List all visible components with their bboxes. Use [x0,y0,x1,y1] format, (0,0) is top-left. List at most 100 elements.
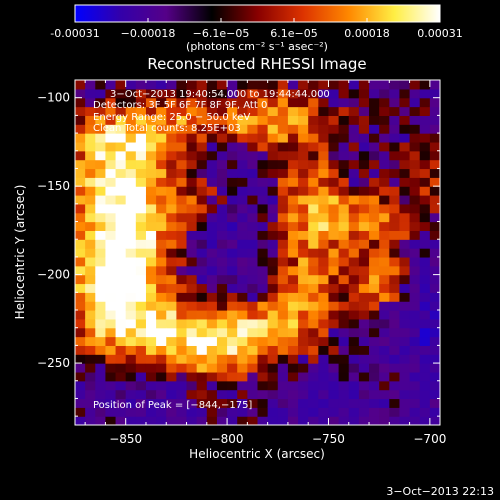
heatmap-cell [257,195,269,205]
heatmap-cell [125,212,137,223]
heatmap-cell [95,336,107,346]
heatmap-cell [419,239,431,249]
heatmap-cell [125,416,137,425]
heatmap-cell [399,301,411,311]
heatmap-cell [247,80,259,90]
heatmap-cell [287,274,299,285]
heatmap-cell [348,363,360,373]
heatmap-cell [227,230,238,240]
heatmap-cell [419,336,431,346]
heatmap-cell [277,380,289,391]
heatmap-cell [369,203,380,214]
heatmap-cell [257,133,269,143]
heatmap-cell [287,380,299,391]
heatmap-cell [379,115,390,125]
heatmap-cell [338,115,350,125]
heatmap-cell [176,168,188,178]
heatmap-cell [176,88,188,99]
heatmap-cell [277,230,289,240]
heatmap-cell [176,239,188,249]
heatmap-cell [95,301,107,311]
heatmap-cell [196,106,208,116]
heatmap-cell [287,97,299,108]
heatmap-cell [399,310,411,320]
heatmap-cell [125,239,137,249]
heatmap-cell [247,416,259,425]
heatmap-cell [389,230,401,240]
heatmap-cell [85,177,96,187]
heatmap-cell [196,186,208,196]
heatmap-cell [348,212,360,223]
heatmap-cell [216,168,228,178]
heatmap-cell [409,301,421,311]
heatmap-cell [115,97,127,108]
heatmap-cell [318,265,330,276]
heatmap-cell [399,389,411,400]
heatmap-cell [156,310,167,320]
footer-timestamp: 3−Oct−2013 22:13 [386,485,494,498]
colorbar-tick-label: −6.1e−05 [193,27,250,40]
heatmap-cell [176,354,188,364]
heatmap-cell [338,318,350,329]
heatmap-cell [308,274,319,285]
heatmap-cell [257,124,269,134]
heatmap-cell [277,283,289,293]
heatmap-cell [267,150,279,161]
heatmap-cell [409,88,421,99]
heatmap-cell [186,133,198,143]
heatmap-cell [247,380,259,391]
heatmap-cell [328,221,340,231]
heatmap-cell [145,318,157,329]
heatmap-cell [105,265,117,276]
heatmap-cell [287,115,299,125]
heatmap-cell [369,212,380,223]
heatmap-cell [135,239,147,249]
colorbar [74,4,441,23]
heatmap-cell [358,248,370,258]
heatmap-cell [95,97,107,108]
heatmap-cell [379,354,390,364]
heatmap-cell [186,301,198,311]
heatmap-cell [379,389,390,400]
heatmap-cell [227,292,238,302]
heatmap-cell [145,363,157,373]
heatmap-cell [156,416,167,425]
heatmap-cell [267,88,279,99]
heatmap-cell [399,398,411,408]
heatmap-cell [115,265,127,276]
heatmap-cell [115,398,127,408]
heatmap-cell [216,318,228,329]
heatmap-cell [156,168,167,178]
heatmap-cell [105,256,117,267]
heatmap-cell [135,212,147,223]
heatmap-cell [338,301,350,311]
heatmap-cell [85,80,96,90]
heatmap-cell [125,256,137,267]
heatmap-cell [95,310,107,320]
heatmap-cell [338,88,350,99]
heatmap-cell [247,133,259,143]
heatmap-cell [409,80,421,90]
heatmap-cell [379,203,390,214]
heatmap-cell [206,177,218,187]
heatmap-cell [186,212,198,223]
heatmap-cell [227,301,238,311]
heatmap-cell [379,310,390,320]
heatmap-cell [287,239,299,249]
heatmap-cell [186,239,198,249]
heatmap-cell [318,310,330,320]
heatmap-cell [227,124,238,134]
heatmap-cell [125,248,137,258]
heatmap-cell [277,398,289,408]
heatmap-cell [308,310,319,320]
heatmap-cell [156,265,167,276]
heatmap-cell [298,398,309,408]
heatmap-cell [176,177,188,187]
heatmap-cell [237,336,248,346]
heatmap-cell [429,239,440,249]
heatmap-cell [95,195,107,205]
heatmap-cell [135,363,147,373]
heatmap-cell [267,371,279,382]
heatmap-cell [105,195,117,205]
heatmap-cell [196,345,208,355]
